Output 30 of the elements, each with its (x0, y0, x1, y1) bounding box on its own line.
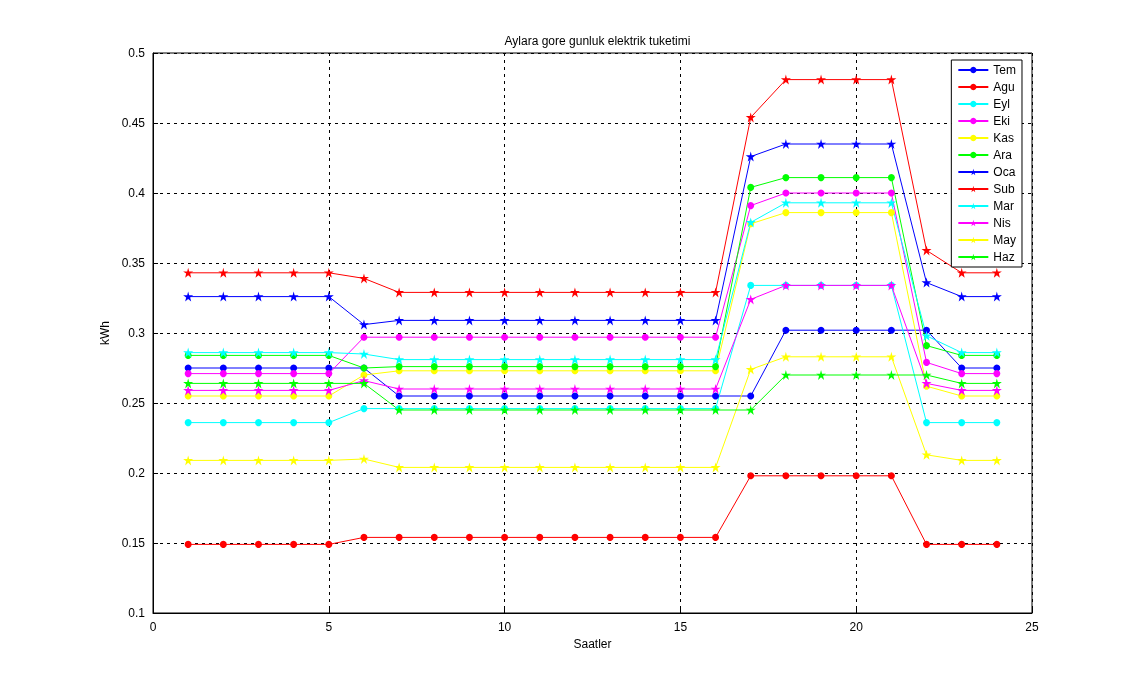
legend-label: Mar (993, 199, 1014, 213)
legend-label: Ara (993, 148, 1013, 162)
legend-label: Eki (993, 114, 1010, 128)
legend-label: May (993, 233, 1016, 247)
x-tick-label: 25 (1025, 620, 1039, 634)
legend-label: Agu (993, 80, 1015, 94)
x-tick-label: 20 (849, 620, 864, 634)
x-tick-label: 15 (673, 620, 688, 634)
y-tick-label: 0.15 (121, 536, 146, 550)
y-tick-label: 0.5 (128, 46, 146, 60)
legend-label: Eyl (993, 97, 1010, 111)
x-tick-label: 5 (325, 620, 333, 634)
y-tick-label: 0.35 (121, 256, 146, 270)
y-tick-label: 0.25 (121, 396, 146, 410)
y-tick-label: 0.2 (128, 466, 146, 480)
legend-label: Haz (993, 250, 1015, 264)
x-tick-label: 0 (149, 620, 157, 634)
y-tick-label: 0.1 (128, 606, 146, 620)
x-axis-title: Saatler (573, 636, 612, 651)
legend-label: Oca (993, 165, 1016, 179)
legend-label: Tem (993, 63, 1016, 77)
y-axis-title: kWh (97, 321, 112, 345)
x-tick-label: 10 (497, 620, 512, 634)
y-tick-label: 0.4 (128, 186, 146, 200)
legend-label: Sub (993, 182, 1016, 196)
y-tick-label: 0.3 (128, 326, 146, 340)
chart-title: Aylara gore gunluk elektrik tuketimi (504, 34, 691, 48)
legend-label: Nis (993, 216, 1011, 230)
y-tick-label: 0.45 (121, 116, 146, 130)
legend-label: Kas (993, 131, 1015, 145)
